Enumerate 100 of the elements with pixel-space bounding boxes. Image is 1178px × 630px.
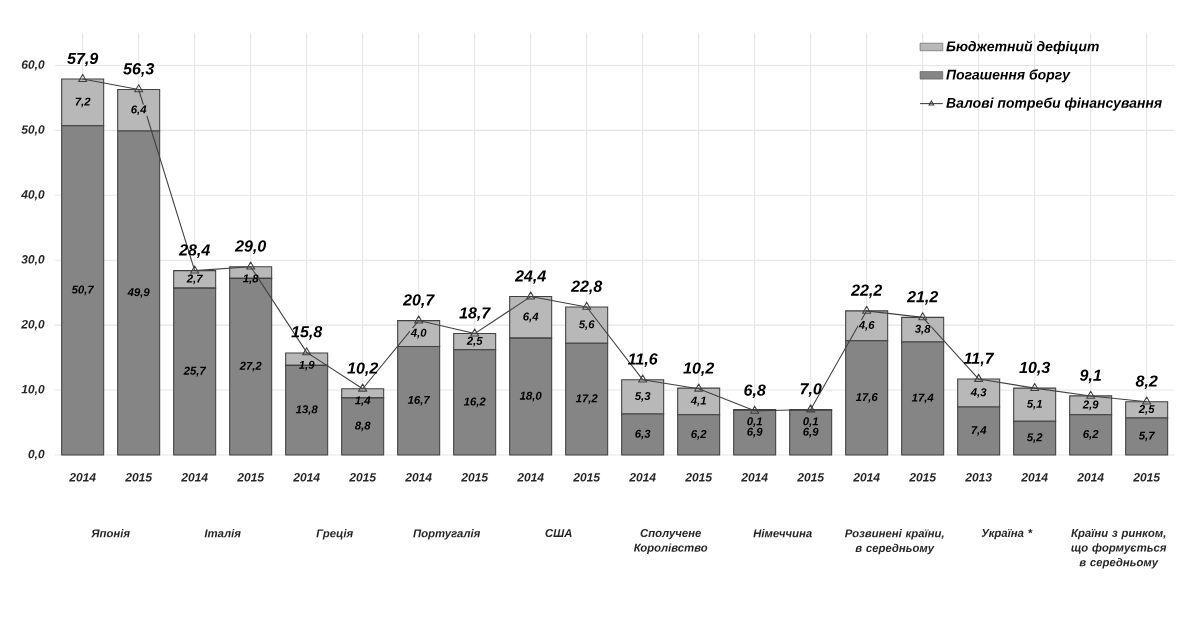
data-label: 1,4 — [354, 396, 371, 407]
y-tick-label: 20,0 — [21, 320, 45, 331]
x-tick-label: 2014 — [1077, 473, 1104, 482]
x-tick-label: 2015 — [125, 473, 153, 482]
data-label: 6,8 — [744, 384, 766, 399]
data-label: 22,2 — [850, 284, 883, 299]
data-label: 56,3 — [123, 63, 155, 77]
data-label: 4,1 — [690, 396, 706, 407]
data-label: 49,9 — [127, 288, 150, 298]
data-label: 11,6 — [627, 353, 658, 367]
x-tick-label: 2013 — [965, 473, 992, 482]
text: Сполучене Королівство — [633, 529, 708, 554]
data-label: 6,2 — [1083, 430, 1099, 440]
data-label: 16,2 — [463, 397, 486, 408]
x-tick-label: 2014 — [517, 473, 544, 482]
data-label: 5,7 — [1138, 431, 1155, 442]
data-label: 6,9 — [747, 427, 763, 438]
data-label: 4,0 — [410, 328, 427, 339]
data-label: 5,6 — [578, 320, 595, 330]
y-tick-label: 40,0 — [21, 190, 45, 201]
data-label: 17,2 — [575, 394, 598, 404]
legend-label: Погашення боргу — [946, 69, 1071, 83]
text: Португалія — [413, 529, 481, 540]
data-label: 2,7 — [186, 274, 203, 285]
data-label: 22,8 — [570, 280, 603, 295]
x-tick-label: 2014 — [181, 473, 208, 482]
x-tick-label: 2015 — [797, 473, 825, 482]
data-label: 4,3 — [970, 388, 987, 398]
data-label: 6,3 — [635, 429, 651, 440]
data-label: 2,9 — [1082, 400, 1099, 411]
y-tick-label: 60,0 — [21, 60, 45, 71]
data-label: 5,3 — [634, 392, 651, 402]
data-label: 18,0 — [519, 391, 542, 402]
y-tick-label: 30,0 — [21, 255, 45, 266]
x-tick-label: 2015 — [909, 473, 937, 482]
data-label: 57,9 — [67, 52, 99, 67]
x-tick-label: 2015 — [1133, 473, 1161, 482]
x-tick-label: 2015 — [461, 473, 489, 482]
text: Країни з ринком, що формується в середньому — [1071, 529, 1167, 569]
text: Греція — [316, 529, 354, 540]
x-tick-label: 2015 — [573, 473, 601, 482]
data-label: 16,7 — [407, 395, 431, 406]
x-tick-label: 2015 — [349, 473, 377, 482]
text: Україна * — [981, 529, 1033, 540]
data-label: 24,4 — [514, 270, 546, 284]
data-label: 1,8 — [242, 274, 259, 285]
y-tick-label: 0,0 — [28, 449, 45, 461]
x-tick-label: 2014 — [293, 473, 320, 482]
x-tick-label: 2015 — [685, 473, 713, 482]
text: Японія — [91, 529, 130, 538]
data-label: 10,2 — [683, 362, 715, 377]
data-label: 4,6 — [858, 320, 875, 331]
data-label: 0,1 — [803, 417, 818, 427]
data-label: 6,9 — [803, 427, 819, 438]
data-label: 21,2 — [906, 291, 939, 305]
data-label: 9,1 — [1079, 369, 1101, 384]
data-label: 11,7 — [963, 352, 995, 367]
data-label: 3,8 — [914, 324, 931, 335]
data-label: 2,5 — [1138, 405, 1155, 415]
data-label: 20,7 — [402, 294, 435, 308]
data-label: 6,4 — [523, 312, 539, 323]
data-label: 5,1 — [1026, 399, 1042, 410]
legend-label: Валові потреби фінансування — [946, 97, 1162, 111]
data-label: 6,4 — [131, 105, 147, 116]
x-tick-label: 2014 — [405, 473, 432, 482]
text: Розвинені країни, в середньому — [844, 529, 944, 555]
data-label: 15,8 — [291, 326, 323, 340]
data-label: 27,2 — [239, 361, 262, 372]
data-label: 25,7 — [183, 366, 207, 377]
text: Італія — [204, 529, 241, 538]
y-tick-label: 10,0 — [21, 384, 45, 396]
data-label: 10,3 — [1019, 361, 1051, 376]
x-tick-label: 2014 — [629, 473, 656, 482]
data-label: 7,4 — [971, 426, 987, 436]
legend-label: Бюджетний дефіцит — [946, 40, 1099, 55]
data-label: 7,0 — [800, 383, 822, 397]
data-label: 17,4 — [911, 393, 934, 404]
text: США — [545, 529, 572, 538]
x-tick-label: 2014 — [741, 473, 768, 482]
data-label: 8,2 — [1135, 375, 1158, 390]
data-label: 17,6 — [855, 393, 878, 403]
data-label: 28,4 — [178, 244, 210, 258]
data-label: 0,1 — [747, 417, 762, 427]
x-tick-label: 2014 — [69, 473, 96, 482]
x-tick-label: 2014 — [853, 473, 880, 482]
data-label: 6,2 — [691, 430, 707, 440]
data-label: 8,8 — [354, 421, 371, 432]
data-label: 5,2 — [1026, 433, 1043, 443]
data-label: 10,2 — [347, 362, 379, 377]
data-label: 13,8 — [295, 405, 318, 416]
y-tick-label: 50,0 — [21, 125, 45, 136]
x-tick-label: 2014 — [1021, 473, 1048, 482]
text: Німеччина — [753, 529, 812, 538]
data-label: 18,7 — [459, 307, 491, 321]
x-tick-label: 2015 — [237, 473, 265, 482]
data-label: 2,5 — [466, 336, 483, 347]
data-label: 1,9 — [298, 360, 315, 371]
data-label: 29,0 — [234, 240, 267, 254]
data-label: 7,2 — [75, 97, 91, 108]
data-label: 50,7 — [71, 285, 95, 296]
